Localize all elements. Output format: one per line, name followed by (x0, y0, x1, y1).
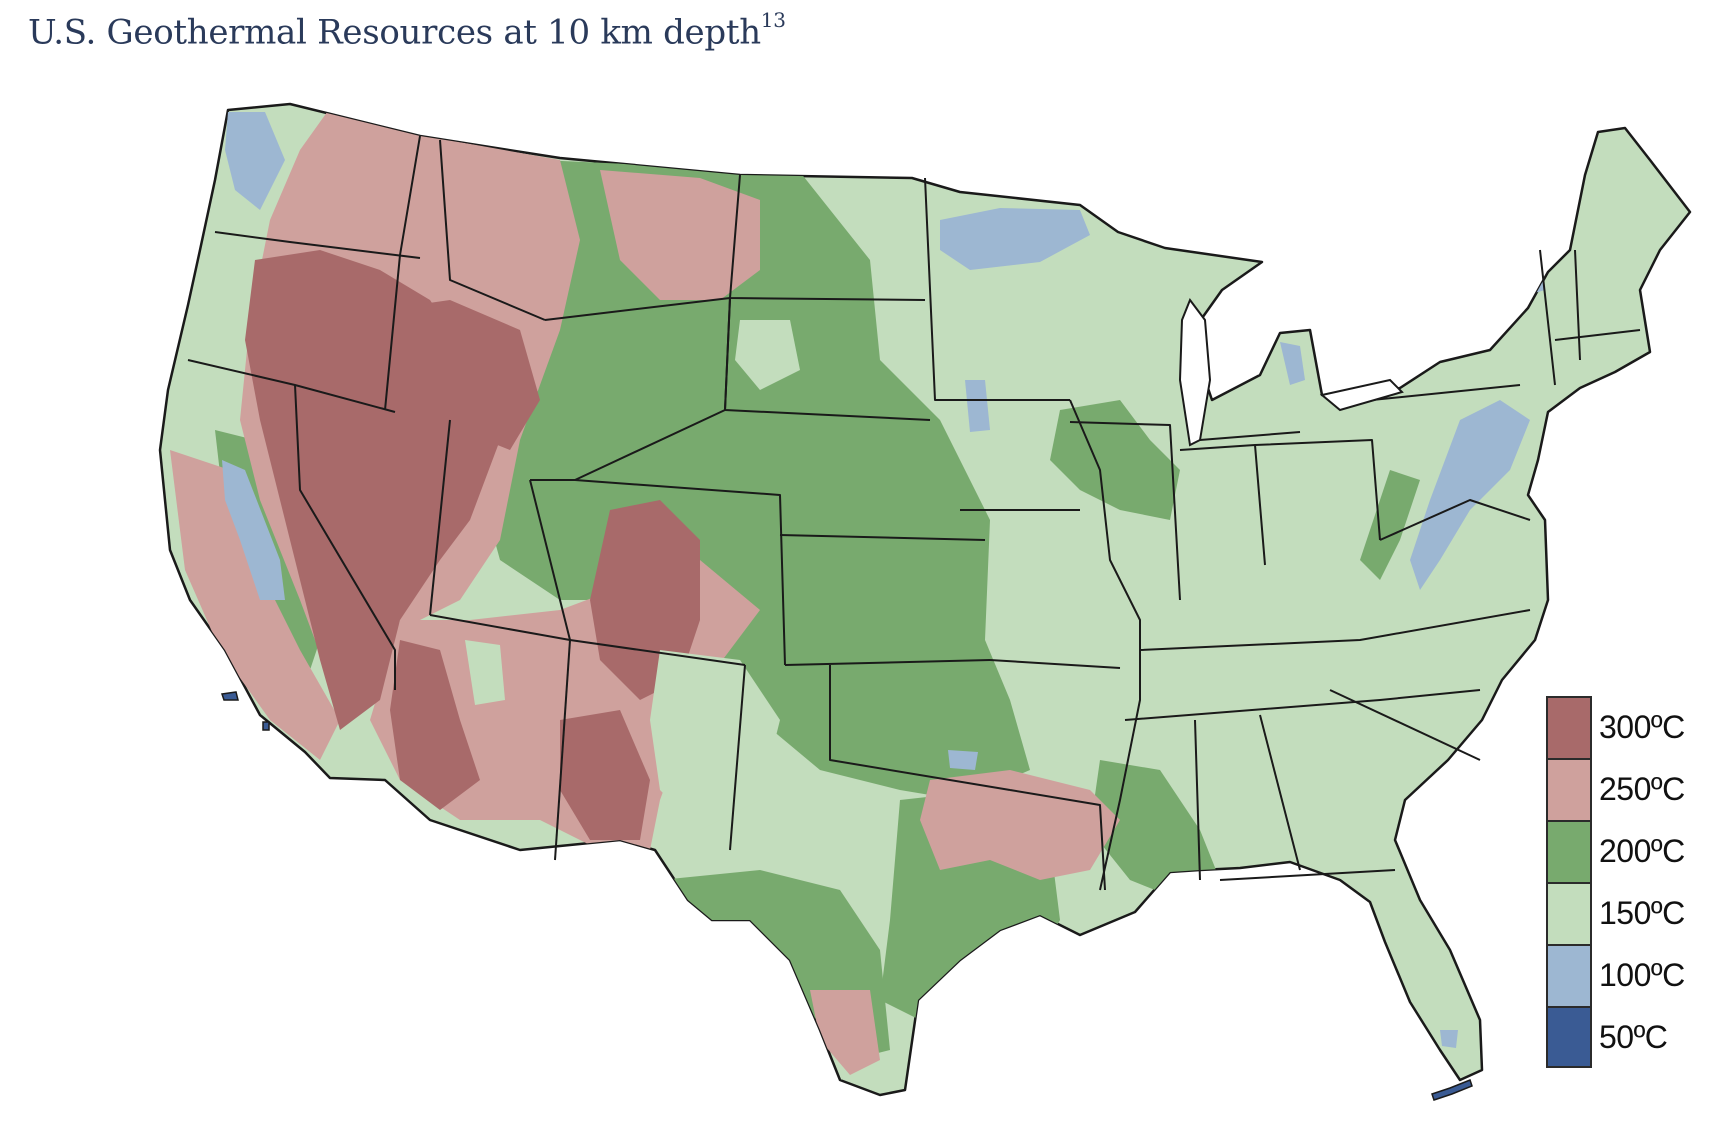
border-idaho-west (384, 135, 421, 411)
border-south-dakota-nebraska (724, 297, 931, 421)
border-wisconsin-illinois (1069, 421, 1181, 601)
legend-item-300: 300ºC (1546, 696, 1706, 758)
legend-item-250: 250ºC (1546, 758, 1706, 820)
border-alabama-mississippi (1194, 719, 1201, 881)
lake-michigan (1178, 297, 1212, 447)
legend-swatch-50 (1546, 1006, 1592, 1068)
legend-swatch-100 (1546, 944, 1592, 1006)
border-utah-arizona (429, 614, 571, 641)
legend-item-100: 100ºC (1546, 944, 1706, 1006)
zone-300-colorado-plateau (590, 500, 700, 700)
zone-200-great-plains (470, 160, 1030, 800)
border-minnesota-east (924, 177, 1070, 401)
border-new-england (1539, 249, 1641, 386)
border-oklahoma-texas (829, 665, 1011, 791)
border-kansas-oklahoma (784, 659, 991, 666)
zone-100-washington (225, 112, 285, 210)
border-ohio-pennsylvania (1254, 439, 1381, 541)
border-tennessee-south (1124, 689, 1481, 721)
zone-100-minnesota (940, 208, 1090, 270)
legend-label-200: 200ºC (1599, 832, 1685, 869)
zone-150-west-texas (650, 650, 780, 830)
zone-100-central-valley (222, 460, 285, 600)
zone-250-california (170, 450, 340, 760)
border-new-mexico-texas (729, 664, 746, 851)
border-four-corners (529, 479, 746, 666)
border-nevada-utah (429, 419, 451, 616)
title-footnote-marker: 13 (760, 8, 786, 32)
zone-300-arizona (390, 640, 480, 810)
zone-150-new-mexico-patch (465, 640, 505, 705)
border-missouri-arkansas (989, 659, 1121, 669)
legend-label-50: 50ºC (1599, 1018, 1668, 1055)
border-arkansas-louisiana (1009, 789, 1106, 891)
channel-islands (221, 691, 270, 731)
legend-item-200: 200ºC (1546, 820, 1706, 882)
legend-swatch-250 (1546, 758, 1592, 820)
border-michigan (1199, 431, 1301, 441)
zone-300-new-mexico (560, 710, 650, 840)
border-alabama-georgia (1259, 714, 1301, 871)
temperature-legend: 300ºC 250ºC 200ºC 150ºC 100ºC 50ºC (1546, 696, 1706, 1068)
zone-250-arkansas (920, 770, 1120, 880)
border-carolinas (1329, 689, 1481, 761)
border-georgia-florida (1219, 869, 1396, 881)
legend-item-150: 150ºC (1546, 882, 1706, 944)
legend-label-250: 250ºC (1599, 770, 1685, 807)
florida-keys (1431, 1079, 1473, 1101)
zone-200-appalachia (1360, 470, 1420, 580)
zone-100-michigan (1280, 342, 1305, 385)
zone-100-iowa (965, 380, 990, 432)
border-colorado (574, 479, 786, 666)
zone-250-texas-coast (810, 990, 880, 1075)
zone-100-florida-small (1440, 1030, 1458, 1048)
legend-item-50: 50ºC (1546, 1006, 1706, 1068)
zone-100-texas-small (948, 750, 978, 770)
zone-250-montana (600, 170, 760, 300)
legend-swatch-300 (1546, 696, 1592, 758)
legend-swatch-200 (1546, 820, 1592, 882)
border-arizona-new-mexico (554, 639, 571, 861)
zone-300-idaho (380, 300, 540, 450)
border-idaho-montana (439, 139, 546, 321)
zone-200-mississippi (1090, 760, 1220, 900)
border-nebraska-kansas (779, 534, 986, 541)
zone-150-montana-patch (735, 320, 800, 390)
border-kentucky-tennessee (1139, 609, 1531, 651)
lake-erie (1319, 378, 1404, 412)
state-borders (187, 135, 1641, 891)
zone-100-appalachia (1410, 400, 1530, 590)
legend-label-100: 100ºC (1599, 956, 1685, 993)
border-mississippi-river (1069, 399, 1141, 891)
border-california-nevada (294, 384, 396, 690)
border-washington-oregon (214, 231, 421, 259)
border-new-york-pennsylvania (1371, 384, 1521, 401)
border-virginia (1379, 499, 1531, 541)
title-text: U.S. Geothermal Resources at 10 km depth (28, 12, 761, 53)
legend-label-150: 150ºC (1599, 894, 1685, 931)
legend-label-300: 300ºC (1599, 708, 1685, 745)
legend-swatch-150 (1546, 882, 1592, 944)
temperature-zones (170, 108, 1545, 1075)
map-title: U.S. Geothermal Resources at 10 km depth… (28, 8, 786, 53)
